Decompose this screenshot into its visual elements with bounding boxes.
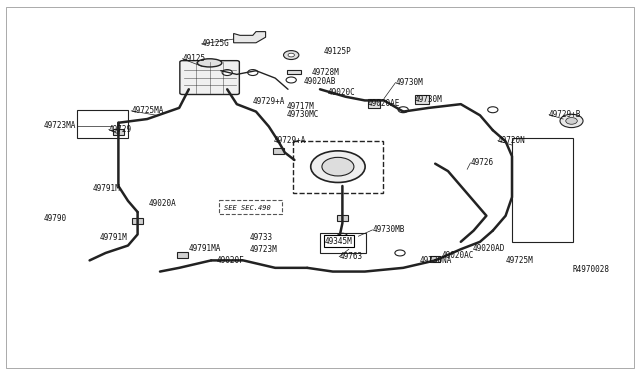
- Text: 49020AD: 49020AD: [472, 244, 505, 253]
- Text: 49345M: 49345M: [325, 237, 353, 246]
- FancyBboxPatch shape: [180, 61, 239, 94]
- Bar: [177, 252, 188, 258]
- Text: 49733: 49733: [250, 233, 273, 242]
- Text: 49125G: 49125G: [202, 39, 229, 48]
- Text: 49791MA: 49791MA: [189, 244, 221, 253]
- Circle shape: [560, 114, 583, 128]
- Bar: [415, 95, 429, 104]
- Text: 49717M: 49717M: [287, 102, 314, 110]
- Ellipse shape: [197, 59, 222, 67]
- Text: 49730M: 49730M: [415, 95, 442, 104]
- Circle shape: [311, 151, 365, 183]
- Text: 49125P: 49125P: [323, 47, 351, 56]
- Text: 49726: 49726: [470, 158, 493, 167]
- Text: 49723MA: 49723MA: [44, 121, 76, 130]
- Text: 49020AE: 49020AE: [368, 99, 401, 108]
- Bar: [320, 232, 366, 253]
- Text: 49729+A: 49729+A: [253, 97, 285, 106]
- Text: SEE SEC.490: SEE SEC.490: [224, 205, 271, 211]
- Bar: [368, 99, 380, 108]
- Text: 49020AC: 49020AC: [442, 251, 474, 260]
- Text: 49790: 49790: [44, 214, 67, 223]
- Bar: [337, 215, 348, 221]
- Circle shape: [337, 233, 348, 239]
- Text: 49725M: 49725M: [506, 256, 533, 265]
- Text: 49730M: 49730M: [396, 78, 423, 87]
- Text: 49729+A: 49729+A: [274, 136, 307, 145]
- Bar: [219, 200, 282, 214]
- Bar: [287, 70, 301, 74]
- Circle shape: [395, 250, 405, 256]
- Circle shape: [288, 53, 294, 57]
- Bar: [77, 110, 128, 138]
- Text: 49791M: 49791M: [93, 185, 120, 193]
- Text: 49020F: 49020F: [216, 256, 244, 265]
- Bar: [293, 141, 383, 193]
- Text: 49720N: 49720N: [498, 136, 525, 145]
- Text: 49020C: 49020C: [328, 88, 355, 97]
- Bar: [430, 256, 440, 262]
- Circle shape: [488, 107, 498, 113]
- Text: 49728M: 49728M: [312, 68, 339, 77]
- Circle shape: [248, 70, 258, 76]
- Text: 49725MA: 49725MA: [131, 106, 164, 115]
- Text: 49723M: 49723M: [250, 246, 277, 254]
- Text: 49763: 49763: [339, 252, 362, 261]
- Text: 49020AB: 49020AB: [304, 77, 337, 86]
- Circle shape: [566, 118, 577, 124]
- Circle shape: [284, 51, 299, 60]
- Circle shape: [286, 77, 296, 83]
- Circle shape: [322, 157, 354, 176]
- Bar: [132, 218, 143, 224]
- Text: 49791M: 49791M: [99, 233, 127, 242]
- Bar: [512, 138, 573, 242]
- Polygon shape: [234, 32, 266, 43]
- Bar: [273, 148, 284, 154]
- Text: 49730MC: 49730MC: [287, 110, 319, 119]
- Bar: [113, 129, 124, 135]
- Text: 49020A: 49020A: [148, 199, 176, 208]
- Circle shape: [222, 70, 232, 76]
- Circle shape: [398, 107, 408, 113]
- Text: 49729: 49729: [109, 125, 132, 134]
- Text: 49729+B: 49729+B: [549, 110, 582, 119]
- Text: 49730NA: 49730NA: [419, 256, 452, 265]
- Text: R4970028: R4970028: [573, 265, 610, 274]
- Text: 49730MB: 49730MB: [372, 225, 405, 234]
- Text: 49125: 49125: [182, 54, 205, 63]
